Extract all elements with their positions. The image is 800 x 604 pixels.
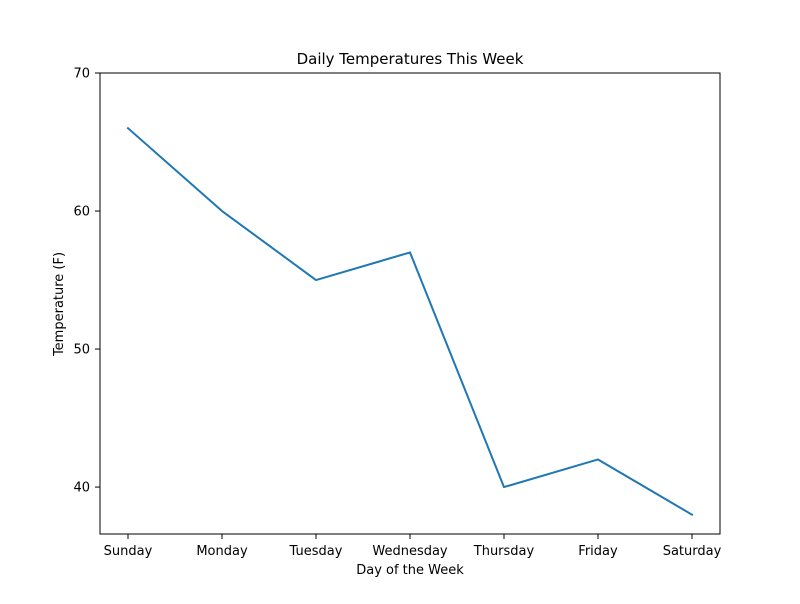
x-axis-ticks: Sunday Monday Tuesday Wednesday Thursday Frid… bbox=[104, 534, 722, 559]
x-tick-label: Monday bbox=[196, 544, 248, 559]
x-tick-label: Thursday bbox=[473, 544, 535, 559]
series-layer bbox=[126, 126, 694, 517]
y-tick-label: 50 bbox=[73, 343, 90, 358]
x-axis-label: Day of the Week bbox=[356, 563, 464, 578]
y-axis-label: Temperature (F) bbox=[52, 252, 67, 357]
x-tick-label: Saturday bbox=[663, 544, 722, 559]
x-tick-label: Sunday bbox=[104, 544, 153, 559]
x-tick-label: Tuesday bbox=[289, 544, 343, 559]
y-axis-ticks: 40 50 60 70 bbox=[73, 67, 100, 496]
plot-area-frame bbox=[99, 72, 721, 535]
x-tick-label: Wednesday bbox=[372, 544, 448, 559]
y-tick-label: 40 bbox=[73, 481, 90, 496]
x-tick-label: Friday bbox=[578, 544, 618, 559]
chart-title: Daily Temperatures This Week bbox=[297, 50, 524, 68]
temperature-line bbox=[126, 126, 694, 517]
y-tick-label: 70 bbox=[73, 67, 90, 82]
y-tick-label: 60 bbox=[73, 205, 90, 220]
